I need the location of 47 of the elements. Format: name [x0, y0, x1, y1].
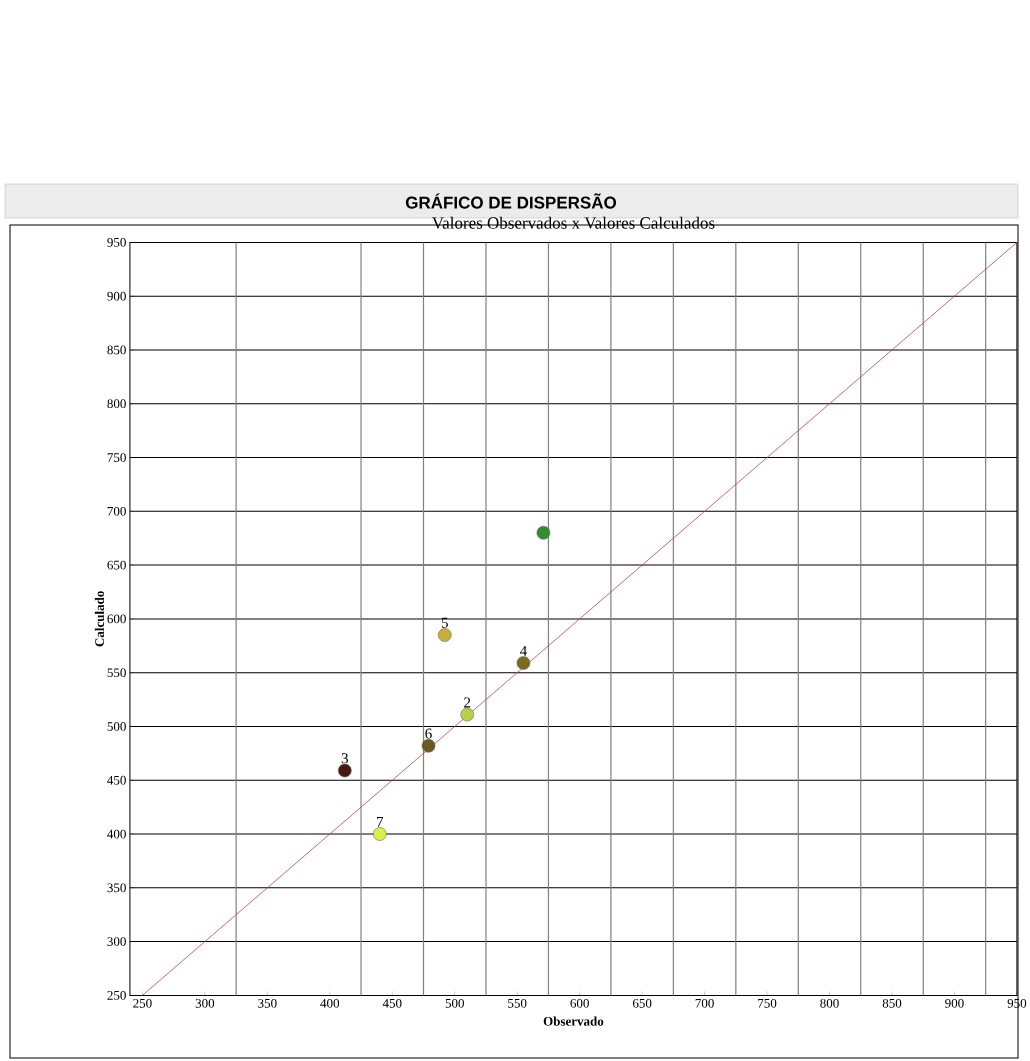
x-tick-label: 850 [882, 998, 902, 1008]
x-axis-title: Observado [543, 1016, 604, 1026]
y-tick-label: 750 [107, 453, 126, 462]
y-tick-label: 950 [107, 238, 126, 247]
y-tick-label: 600 [107, 614, 126, 624]
y-tick-label: 900 [107, 291, 126, 301]
y-tick-label: 850 [107, 345, 126, 355]
point [437, 628, 452, 642]
y-tick-label: 550 [107, 668, 126, 678]
y-tick-label: 350 [107, 883, 126, 893]
chart-subtitle: Valores Observados x Valores Calculados [431, 216, 715, 229]
x-tick-label: 450 [382, 998, 402, 1008]
point [372, 827, 387, 841]
y-tick-label: 450 [107, 775, 126, 785]
x-tick-label: 700 [695, 998, 714, 1008]
annotation: 6 [425, 728, 432, 739]
x-tick-label: 300 [195, 998, 215, 1008]
x-tick-label: 750 [758, 998, 777, 1008]
x-tick-label: 400 [320, 998, 340, 1008]
x-tick-label: 350 [258, 998, 277, 1008]
x-tick-label: 550 [508, 998, 527, 1008]
point [421, 739, 436, 753]
point [460, 707, 475, 722]
y-tick-label: 650 [107, 560, 126, 570]
y-tick-label: 300 [107, 937, 126, 946]
chart-title: GRÁFICO DE DISPERSÃO [405, 193, 617, 209]
y-axis-title: Calculado [94, 591, 105, 647]
x-tick-label: 650 [632, 998, 652, 1008]
x-tick-label: 500 [445, 998, 464, 1008]
point [338, 763, 352, 778]
annotation: 4 [520, 645, 527, 656]
x-tick-label: 250 [133, 998, 152, 1008]
annotation: 2 [464, 697, 471, 708]
point [536, 526, 551, 540]
annotation: 5 [441, 617, 448, 628]
point [516, 656, 531, 670]
y-tick-label: 700 [107, 506, 126, 516]
y-tick-label: 400 [107, 829, 126, 839]
y-tick-label: 500 [107, 722, 126, 731]
annotation: 3 [341, 753, 348, 764]
y-tick-label: 800 [107, 399, 126, 409]
x-tick-label: 900 [945, 998, 964, 1008]
x-tick-label: 950 [1007, 998, 1027, 1008]
annotation: 7 [377, 817, 384, 827]
x-tick-label: 800 [820, 998, 839, 1008]
y-tick-label: 250 [107, 990, 126, 1000]
x-tick-label: 600 [570, 998, 589, 1008]
